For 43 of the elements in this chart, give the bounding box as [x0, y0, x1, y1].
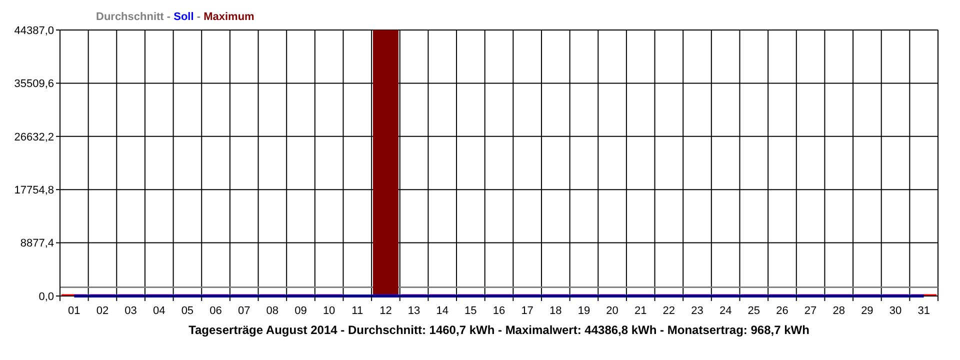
x-tick-label: 18: [550, 305, 562, 317]
x-tick-label: 24: [719, 305, 732, 317]
x-tick-label: 23: [691, 305, 704, 317]
x-tick-label: 12: [380, 305, 392, 317]
x-tick-label: 14: [436, 305, 448, 317]
x-tick-label: 13: [408, 305, 420, 317]
x-tick-label: 15: [464, 305, 477, 317]
x-tick-label: 03: [124, 305, 137, 317]
x-tick-label: 08: [266, 305, 279, 317]
x-tick-label: 10: [322, 305, 336, 317]
x-tick-label: 11: [352, 305, 364, 317]
x-tick-label: 25: [748, 305, 760, 317]
y-tick-label: 26632,2: [14, 131, 54, 144]
text: Maximum: [204, 11, 255, 23]
text: -: [164, 11, 174, 23]
x-tick-label: 19: [578, 305, 590, 317]
x-tick-label: 20: [606, 305, 618, 317]
x-tick-label: 16: [492, 305, 506, 317]
x-tick-label: 21: [634, 305, 647, 317]
x-tick-label: 07: [238, 305, 250, 317]
text: -: [194, 11, 204, 23]
x-tick-label: 17: [521, 305, 534, 317]
y-tick-label: 17754,8: [14, 184, 54, 196]
x-tick-label: 28: [832, 305, 845, 317]
y-tick-label: 0,0: [38, 290, 54, 303]
ref-line-label: Durchschnitt: [96, 11, 164, 23]
text: Soll: [174, 11, 194, 23]
x-tick-label: 06: [210, 305, 222, 317]
x-tick-label: 04: [153, 305, 166, 317]
x-tick-label: 29: [861, 305, 874, 317]
x-tick-label: 22: [662, 305, 676, 317]
y-tick-label: 8877,4: [20, 238, 54, 250]
x-tick-label: 31: [918, 305, 930, 317]
x-axis-title: Tageserträge August 2014 - Durchschnitt: 1460,7 kWh - Maximalwert: 44386,8 kWh - Monatsertrag: 968,7 kWh: [188, 323, 810, 337]
y-tick-label: 44387,0: [14, 24, 54, 37]
x-tick-label: 27: [804, 305, 817, 317]
x-tick-label: 02: [96, 305, 109, 317]
x-tick-label: 09: [294, 305, 307, 317]
x-tick-label: 30: [889, 305, 902, 317]
y-tick-label: 35509,6: [14, 78, 54, 90]
x-tick-label: 26: [776, 305, 788, 317]
x-tick-label: 01: [68, 305, 80, 317]
x-tick-label: 05: [181, 305, 194, 317]
